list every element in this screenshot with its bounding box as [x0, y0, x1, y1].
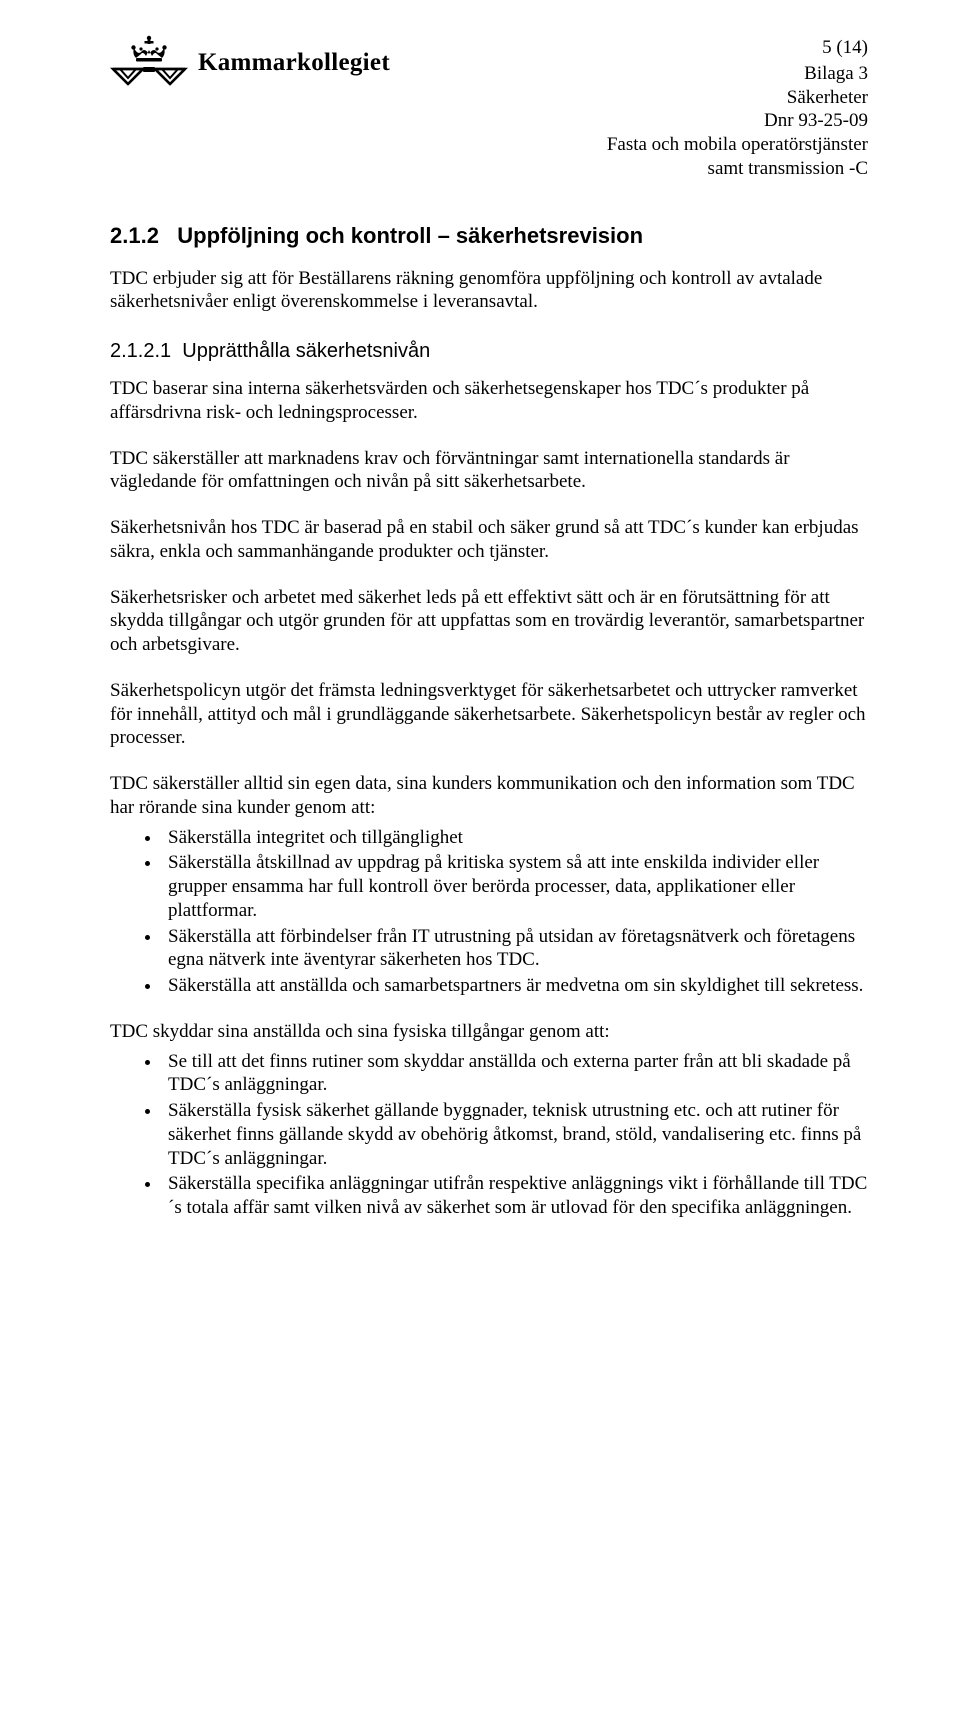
meta-lines: Bilaga 3 Säkerheter Dnr 93-25-09 Fasta o… — [607, 62, 868, 181]
list-intro: TDC skyddar sina anställda och sina fysi… — [110, 1020, 868, 1044]
meta-line: samt transmission -C — [607, 157, 868, 181]
subsection-heading: 2.1.2.1 Upprätthålla säkerhetsnivån — [110, 340, 868, 363]
body-paragraph: TDC baserar sina interna säkerhetsvärden… — [110, 377, 868, 425]
org-name: Kammarkollegiet — [198, 49, 390, 77]
section-number: 2.1.2 — [110, 223, 159, 248]
section-intro: TDC erbjuder sig att för Beställarens rä… — [110, 267, 868, 315]
body-paragraph: TDC säkerställer att marknadens krav och… — [110, 447, 868, 495]
list-item: Säkerställa integritet och tillgänglighe… — [162, 826, 868, 850]
page-number: 5 (14) — [607, 36, 868, 60]
page-meta: 5 (14) Bilaga 3 Säkerheter Dnr 93-25-09 … — [607, 36, 868, 181]
list-item: Säkerställa fysisk säkerhet gällande byg… — [162, 1099, 868, 1170]
meta-line: Fasta och mobila operatörstjänster — [607, 133, 868, 157]
bullet-list-1: Säkerställa integritet och tillgänglighe… — [110, 826, 868, 998]
list-intro: TDC säkerställer alltid sin egen data, s… — [110, 772, 868, 820]
document-page: Kammarkollegiet 5 (14) Bilaga 3 Säkerhet… — [0, 0, 960, 1711]
meta-line: Säkerheter — [607, 86, 868, 110]
list-item: Säkerställa åtskillnad av uppdrag på kri… — [162, 851, 868, 922]
list-item: Säkerställa specifika anläggningar utifr… — [162, 1172, 868, 1220]
subsection-title: Upprätthålla säkerhetsnivån — [182, 340, 430, 362]
body-paragraph: Säkerhetsnivån hos TDC är baserad på en … — [110, 516, 868, 564]
list-item: Se till att det finns rutiner som skydda… — [162, 1050, 868, 1098]
meta-line: Dnr 93-25-09 — [607, 109, 868, 133]
subsection-number: 2.1.2.1 — [110, 340, 171, 362]
section-heading: 2.1.2 Uppföljning och kontroll – säkerhe… — [110, 223, 868, 249]
crown-logo-icon — [110, 34, 188, 91]
section-title: Uppföljning och kontroll – säkerhetsrevi… — [177, 223, 643, 248]
page-header: Kammarkollegiet 5 (14) Bilaga 3 Säkerhet… — [110, 34, 868, 181]
meta-line: Bilaga 3 — [607, 62, 868, 86]
bullet-list-2: Se till att det finns rutiner som skydda… — [110, 1050, 868, 1220]
list-item: Säkerställa att förbindelser från IT utr… — [162, 925, 868, 973]
org-logo-block: Kammarkollegiet — [110, 34, 390, 91]
body-paragraph: Säkerhetsrisker och arbetet med säkerhet… — [110, 586, 868, 657]
body-paragraph: Säkerhetspolicyn utgör det främsta ledni… — [110, 679, 868, 750]
list-item: Säkerställa att anställda och samarbetsp… — [162, 974, 868, 998]
